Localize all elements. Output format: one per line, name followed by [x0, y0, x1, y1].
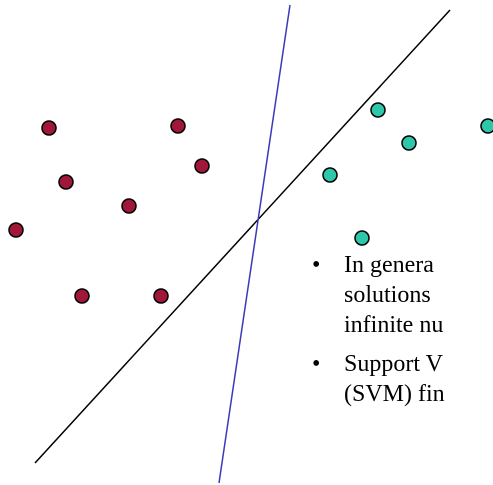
- class-b-points: [322, 102, 493, 246]
- class-b-point: [354, 230, 370, 246]
- bullet-text-line: In genera: [344, 252, 434, 278]
- class-b-point: [370, 102, 386, 118]
- class-a-point: [41, 120, 57, 136]
- class-b-point: [480, 118, 493, 134]
- class-b-point: [322, 167, 338, 183]
- bullet-list: In genera solutions infinite nu Support …: [312, 250, 445, 418]
- class-a-point: [194, 158, 210, 174]
- class-a-point: [58, 174, 74, 190]
- bullet-text-line: (SVM) fin: [344, 381, 445, 407]
- class-b-point: [401, 135, 417, 151]
- class-a-points: [8, 118, 210, 304]
- bullet-text-line: Support V: [344, 351, 443, 377]
- separating-line-blue: [218, 4, 291, 484]
- class-a-point: [153, 288, 169, 304]
- class-a-point: [74, 288, 90, 304]
- separating-line-black: [34, 9, 451, 464]
- bullet-text-line: solutions: [344, 282, 431, 308]
- class-a-point: [121, 198, 137, 214]
- bullet-item: In genera solutions infinite nu: [312, 250, 445, 340]
- class-a-point: [8, 222, 24, 238]
- bullet-item: Support V (SVM) fin: [312, 349, 445, 409]
- class-a-point: [170, 118, 186, 134]
- bullet-text-line: infinite nu: [344, 312, 444, 338]
